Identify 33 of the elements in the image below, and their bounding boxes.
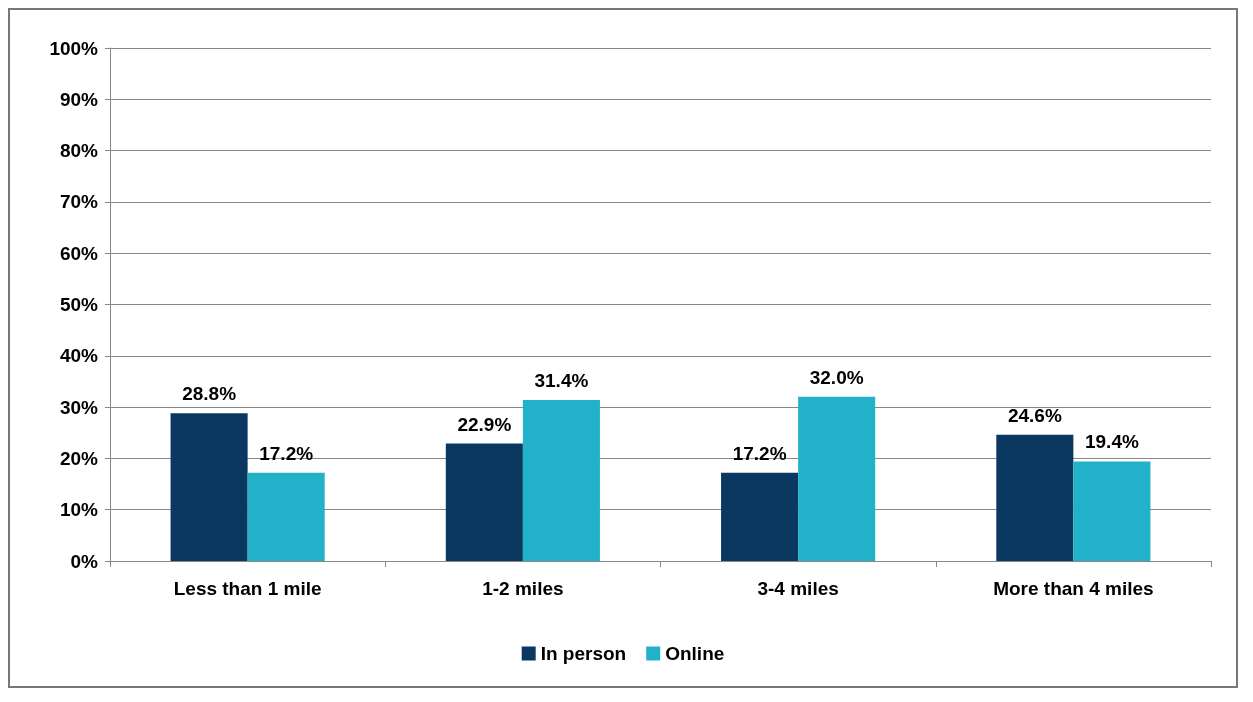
y-tick-label: 70% (59, 191, 99, 213)
bar (721, 472, 799, 561)
y-tick-label: 90% (59, 88, 99, 110)
y-tick-label: 10% (59, 499, 99, 521)
data-label: 28.8% (182, 383, 237, 405)
legend-label: In person (540, 643, 627, 664)
bar (247, 472, 325, 561)
legend-label: Online (665, 643, 725, 664)
y-tick-label: 60% (59, 242, 99, 264)
bar (1073, 461, 1151, 561)
data-label: 19.4% (1084, 431, 1139, 453)
data-label: 24.6% (1007, 404, 1062, 426)
x-tick-label: Less than 1 mile (173, 578, 322, 599)
data-label: 17.2% (732, 442, 787, 464)
bar (798, 396, 876, 561)
y-tick-label: 20% (59, 447, 99, 469)
x-tick-label: More than 4 miles (993, 578, 1154, 599)
y-tick-label: 80% (59, 140, 99, 162)
y-tick-label: 50% (59, 294, 99, 315)
bar (996, 434, 1074, 561)
y-tick-label: 100% (49, 37, 99, 59)
data-label: 31.4% (534, 369, 589, 391)
bar (445, 443, 523, 561)
data-label: 17.2% (259, 442, 314, 464)
y-tick-label: 0% (70, 550, 99, 572)
data-label: 22.9% (457, 413, 512, 435)
y-tick-label: 30% (59, 396, 99, 418)
data-label: 32.0% (809, 366, 864, 388)
x-tick-label: 1-2 miles (482, 578, 564, 599)
bar (170, 413, 248, 561)
y-tick-label: 40% (59, 345, 99, 367)
bar (522, 399, 600, 561)
x-tick-label: 3-4 miles (757, 578, 839, 599)
